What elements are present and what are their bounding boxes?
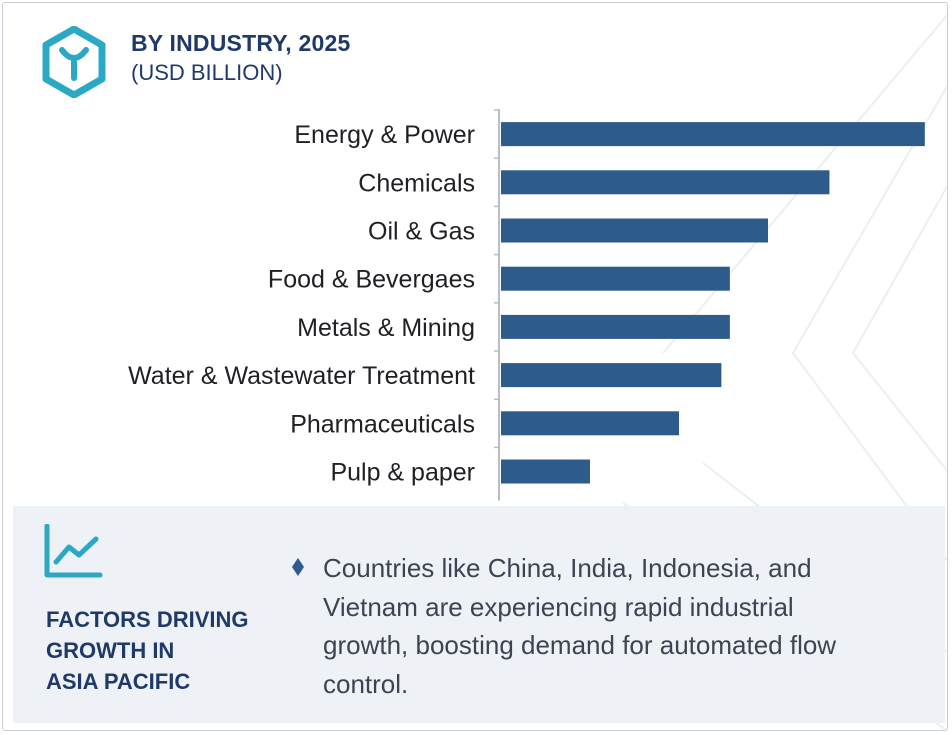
factors-title-line: ASIA PACIFIC (46, 669, 191, 694)
bar-chart: Energy & Power Chemicals Oil & Gas Food & B… (128, 109, 925, 501)
bar (501, 266, 730, 291)
bar (501, 363, 722, 388)
bar (501, 314, 730, 339)
category-label: Pharmaceuticals (290, 410, 475, 438)
category-label: Chemicals (358, 169, 475, 197)
chart-subtitle: (USD BILLION) (131, 60, 283, 85)
category-label: Oil & Gas (368, 218, 475, 246)
category-label: Pulp & paper (330, 459, 475, 487)
category-label: Metals & Mining (297, 314, 475, 342)
category-label: Food & Bevergaes (268, 266, 475, 294)
factors-title-line: FACTORS DRIVING (46, 607, 249, 632)
category-label: Water & Wastewater Treatment (128, 362, 475, 390)
line-chart-trend-icon (44, 524, 103, 578)
bar (501, 411, 679, 436)
bar (501, 218, 768, 243)
category-label: Energy & Power (294, 121, 475, 149)
factors-panel: FACTORS DRIVING GROWTH IN ASIA PACIFIC C… (13, 506, 945, 723)
factors-title-line: GROWTH IN (46, 638, 175, 663)
diamond-bullet-icon (292, 558, 304, 576)
factors-title: FACTORS DRIVING GROWTH IN ASIA PACIFIC (46, 604, 276, 697)
bar (501, 122, 925, 147)
hexagon-y-logo-icon (42, 26, 106, 98)
factor-bullet-text: Countries like China, India, Indonesia, … (323, 553, 837, 699)
chart-title: BY INDUSTRY, 2025 (131, 30, 351, 56)
bar (501, 170, 830, 195)
bar (501, 459, 590, 484)
